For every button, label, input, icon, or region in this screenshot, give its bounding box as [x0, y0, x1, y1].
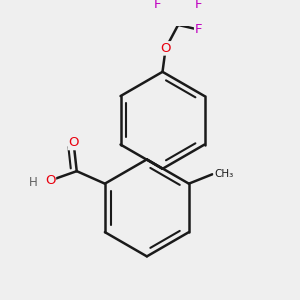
Text: F: F [195, 23, 202, 36]
Text: H: H [28, 176, 37, 189]
Text: O: O [45, 174, 56, 187]
Text: O: O [68, 136, 79, 149]
Text: O: O [160, 42, 171, 55]
Text: F: F [154, 0, 162, 11]
Text: F: F [195, 0, 202, 11]
Text: CH₃: CH₃ [214, 169, 233, 179]
